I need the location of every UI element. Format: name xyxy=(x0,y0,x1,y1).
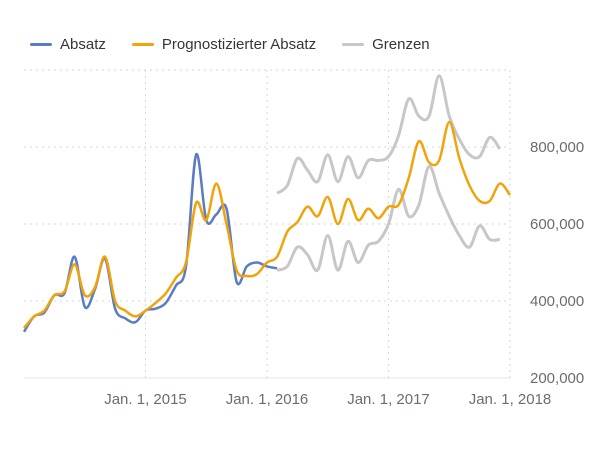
series-line-prognose xyxy=(23,120,512,329)
x-tick-label: Jan. 1, 2016 xyxy=(226,391,309,408)
legend-swatch-grenzen xyxy=(342,43,365,46)
y-tick-label: 200,000 xyxy=(530,370,584,387)
series-line-grenzen-lower xyxy=(276,164,501,273)
chart-legend: Absatz Prognostizierter Absatz Grenzen xyxy=(30,36,456,53)
legend-swatch-absatz xyxy=(30,43,52,46)
y-tick-label: 800,000 xyxy=(530,139,584,156)
legend-item-prognose[interactable]: Prognostizierter Absatz xyxy=(131,36,317,53)
x-tick-label: Jan. 1, 2018 xyxy=(469,391,552,408)
x-tick-label: Jan. 1, 2015 xyxy=(104,391,187,408)
x-tick-label: Jan. 1, 2017 xyxy=(347,391,430,408)
legend-label-absatz: Absatz xyxy=(60,36,106,53)
legend-label-prognose: Prognostizierter Absatz xyxy=(161,36,317,53)
series-line-grenzen-upper xyxy=(276,74,502,195)
legend-item-grenzen[interactable]: Grenzen xyxy=(342,36,430,53)
legend-item-absatz[interactable]: Absatz xyxy=(30,36,106,53)
legend-label-grenzen: Grenzen xyxy=(372,36,430,53)
series-line-absatz xyxy=(22,153,278,333)
legend-swatch-prognose xyxy=(131,43,154,46)
y-tick-label: 600,000 xyxy=(530,216,584,233)
y-tick-label: 400,000 xyxy=(530,293,584,310)
